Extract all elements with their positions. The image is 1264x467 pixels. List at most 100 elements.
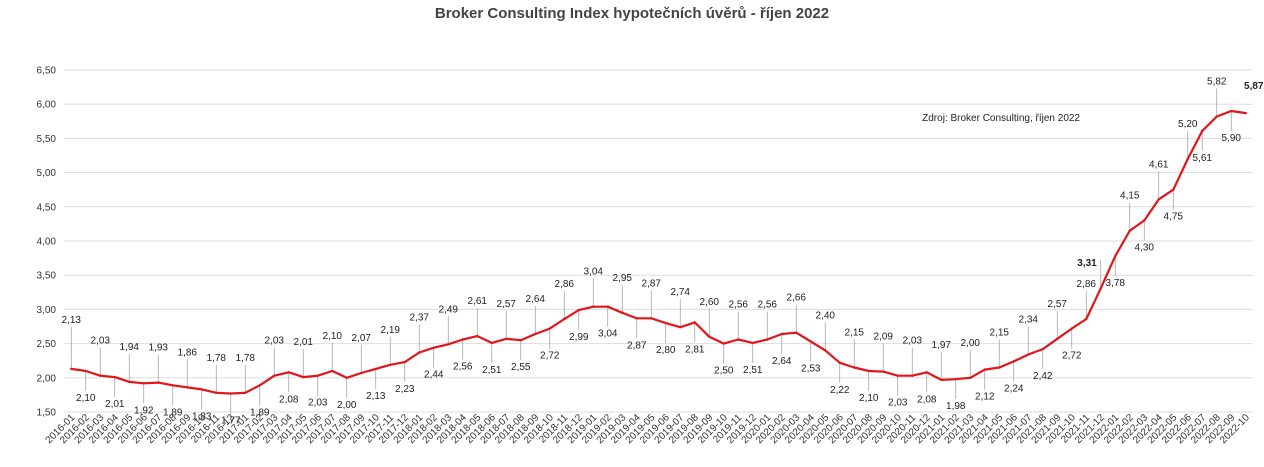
data-point [809,340,812,343]
data-label: 1,89 [163,407,183,418]
data-label: 2,08 [917,394,937,405]
data-point [635,317,638,320]
y-tick-label: 4,50 [37,202,57,213]
data-point [113,375,116,379]
data-point [708,335,711,338]
data-label: 1,86 [178,347,198,358]
data-label: 2,00 [961,338,981,349]
data-point [1027,353,1030,356]
data-point [592,305,595,308]
data-label: 2,13 [366,391,386,402]
data-point [490,341,493,345]
data-point [389,363,392,367]
data-point [84,369,87,373]
data-point [1128,229,1131,232]
data-point [795,331,798,334]
data-label: 5,20 [1178,119,1198,130]
data-label: 1,77 [221,416,241,427]
data-label: 2,10 [859,393,879,404]
data-point [505,337,508,341]
data-point [867,369,870,373]
data-label: 2,15 [990,328,1010,339]
data-point [1244,111,1247,115]
data-point [780,332,783,336]
data-label: 2,03 [91,336,111,347]
data-point [853,366,856,369]
data-point [200,388,203,391]
data-label: 2,74 [671,287,691,298]
data-label: 2,15 [845,328,865,339]
data-label: 2,19 [381,325,401,336]
data-label: 2,10 [76,393,96,404]
series-line [71,109,1246,395]
data-point [606,305,609,308]
data-label: 2,57 [497,299,517,310]
y-tick-label: 3,00 [37,305,57,316]
data-point [70,367,73,371]
data-label: 5,87 [1244,81,1264,92]
data-point [925,371,928,374]
data-point [331,369,334,373]
data-label: 1,78 [207,353,227,364]
data-point [1114,254,1117,258]
data-label: 1,92 [134,405,154,416]
data-point [983,368,986,371]
data-label: 2,51 [743,365,763,376]
data-label: 1,89 [250,407,270,418]
data-point [650,317,653,320]
data-point [215,391,218,395]
y-tick-label: 6,00 [37,100,57,111]
data-point [693,321,696,324]
data-point [258,384,261,387]
data-label: 2,51 [482,365,502,376]
source-annotation: Zdroj: Broker Consulting, říjen 2022 [922,113,1080,124]
data-point [896,374,899,377]
data-point [128,380,131,384]
data-label: 2,49 [439,304,459,315]
data-label: 2,57 [1048,299,1068,310]
y-tick-label: 5,50 [37,134,57,145]
data-label: 2,07 [352,333,372,344]
data-point [1099,286,1102,290]
data-label: 2,22 [830,385,850,396]
data-label: 2,24 [1004,383,1024,394]
data-point [142,382,145,385]
data-point [1157,198,1160,201]
data-label: 2,55 [511,362,531,373]
data-label: 2,86 [555,279,575,290]
data-point [1041,347,1044,351]
data-label: 2,64 [526,294,546,305]
data-label: 1,94 [120,342,140,353]
data-point [244,391,247,395]
data-label: 2,56 [758,299,778,310]
data-label: 1,78 [236,353,256,364]
data-point [316,374,319,377]
data-point [461,338,464,341]
data-point [838,361,841,364]
y-tick-label: 2,00 [37,373,57,384]
data-label: 2,34 [1019,315,1039,326]
data-point [577,308,580,312]
data-point [548,327,551,330]
data-label: 2,42 [1033,371,1053,382]
data-label: 5,90 [1222,133,1242,144]
data-point [621,311,624,315]
data-point [345,376,348,379]
data-label: 2,01 [294,337,314,348]
data-label: 1,93 [149,343,169,354]
data-label: 2,03 [308,398,328,409]
data-point [229,392,232,395]
data-point [432,346,435,349]
data-point [722,342,725,345]
data-label: 2,99 [569,332,589,343]
data-label: 2,00 [337,400,357,411]
data-label: 2,08 [279,394,299,405]
data-label: 3,04 [598,329,618,340]
data-label: 2,80 [656,345,676,356]
data-label: 3,04 [584,267,604,278]
data-point [824,349,827,352]
data-point [302,375,305,379]
data-point [969,376,972,379]
